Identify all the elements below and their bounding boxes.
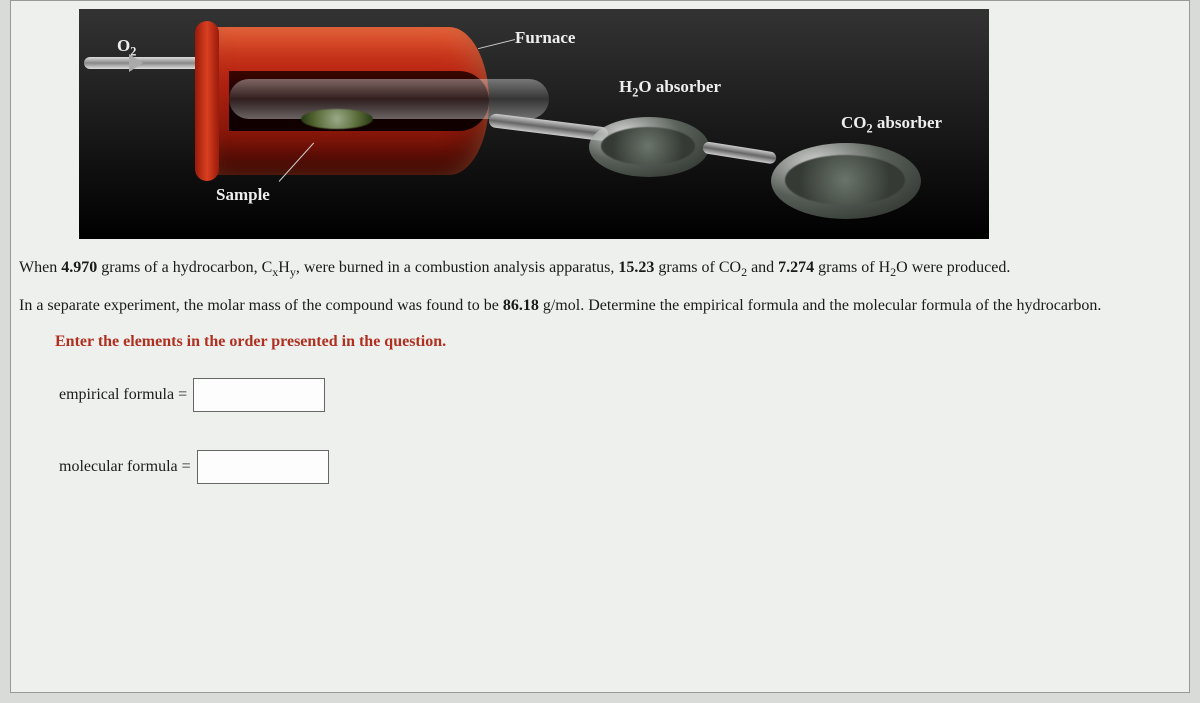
connector-pipe-2 [702, 141, 777, 164]
value-co2-mass: 15.23 [618, 259, 654, 276]
sample-material [301, 109, 373, 129]
furnace-rim [195, 21, 219, 181]
question-body: When 4.970 grams of a hydrocarbon, CxHy,… [11, 239, 1189, 484]
text-fragment: grams of CO2 and [654, 259, 778, 276]
value-h2o-mass: 7.274 [778, 259, 814, 276]
value-molar-mass: 86.18 [503, 297, 539, 314]
text-fragment: grams of a hydrocarbon, CxHy, were burne… [97, 259, 618, 276]
label-h2o-absorber: H2O absorber [619, 77, 721, 100]
co2-absorber-fill [785, 155, 905, 205]
empirical-formula-label: empirical formula = [59, 384, 187, 406]
text-fragment: grams of H2O were produced. [814, 259, 1010, 276]
label-sample: Sample [216, 185, 270, 205]
text-fragment: g/mol. Determine the empirical formula a… [539, 297, 1101, 314]
molecular-formula-input[interactable] [197, 450, 329, 484]
apparatus-diagram: O2 Furnace Sample H2O absorber CO2 absor… [79, 9, 989, 239]
empirical-formula-input[interactable] [193, 378, 325, 412]
label-co2-absorber: CO2 absorber [841, 113, 942, 136]
combustion-tube [229, 79, 549, 119]
molecular-formula-row: molecular formula = [59, 450, 1161, 484]
label-o2: O2 [117, 36, 136, 59]
text-fragment: When [19, 259, 61, 276]
molecular-formula-label: molecular formula = [59, 456, 191, 478]
question-paragraph-2: In a separate experiment, the molar mass… [19, 295, 1161, 317]
empirical-formula-row: empirical formula = [59, 378, 1161, 412]
h2o-absorber-fill [601, 127, 695, 165]
input-instruction: Enter the elements in the order presente… [55, 331, 1161, 353]
text-fragment: In a separate experiment, the molar mass… [19, 297, 503, 314]
leader-line-icon [478, 39, 515, 49]
label-furnace: Furnace [515, 28, 575, 48]
question-panel: O2 Furnace Sample H2O absorber CO2 absor… [10, 0, 1190, 693]
value-sample-mass: 4.970 [61, 259, 97, 276]
question-paragraph-1: When 4.970 grams of a hydrocarbon, CxHy,… [19, 257, 1161, 281]
